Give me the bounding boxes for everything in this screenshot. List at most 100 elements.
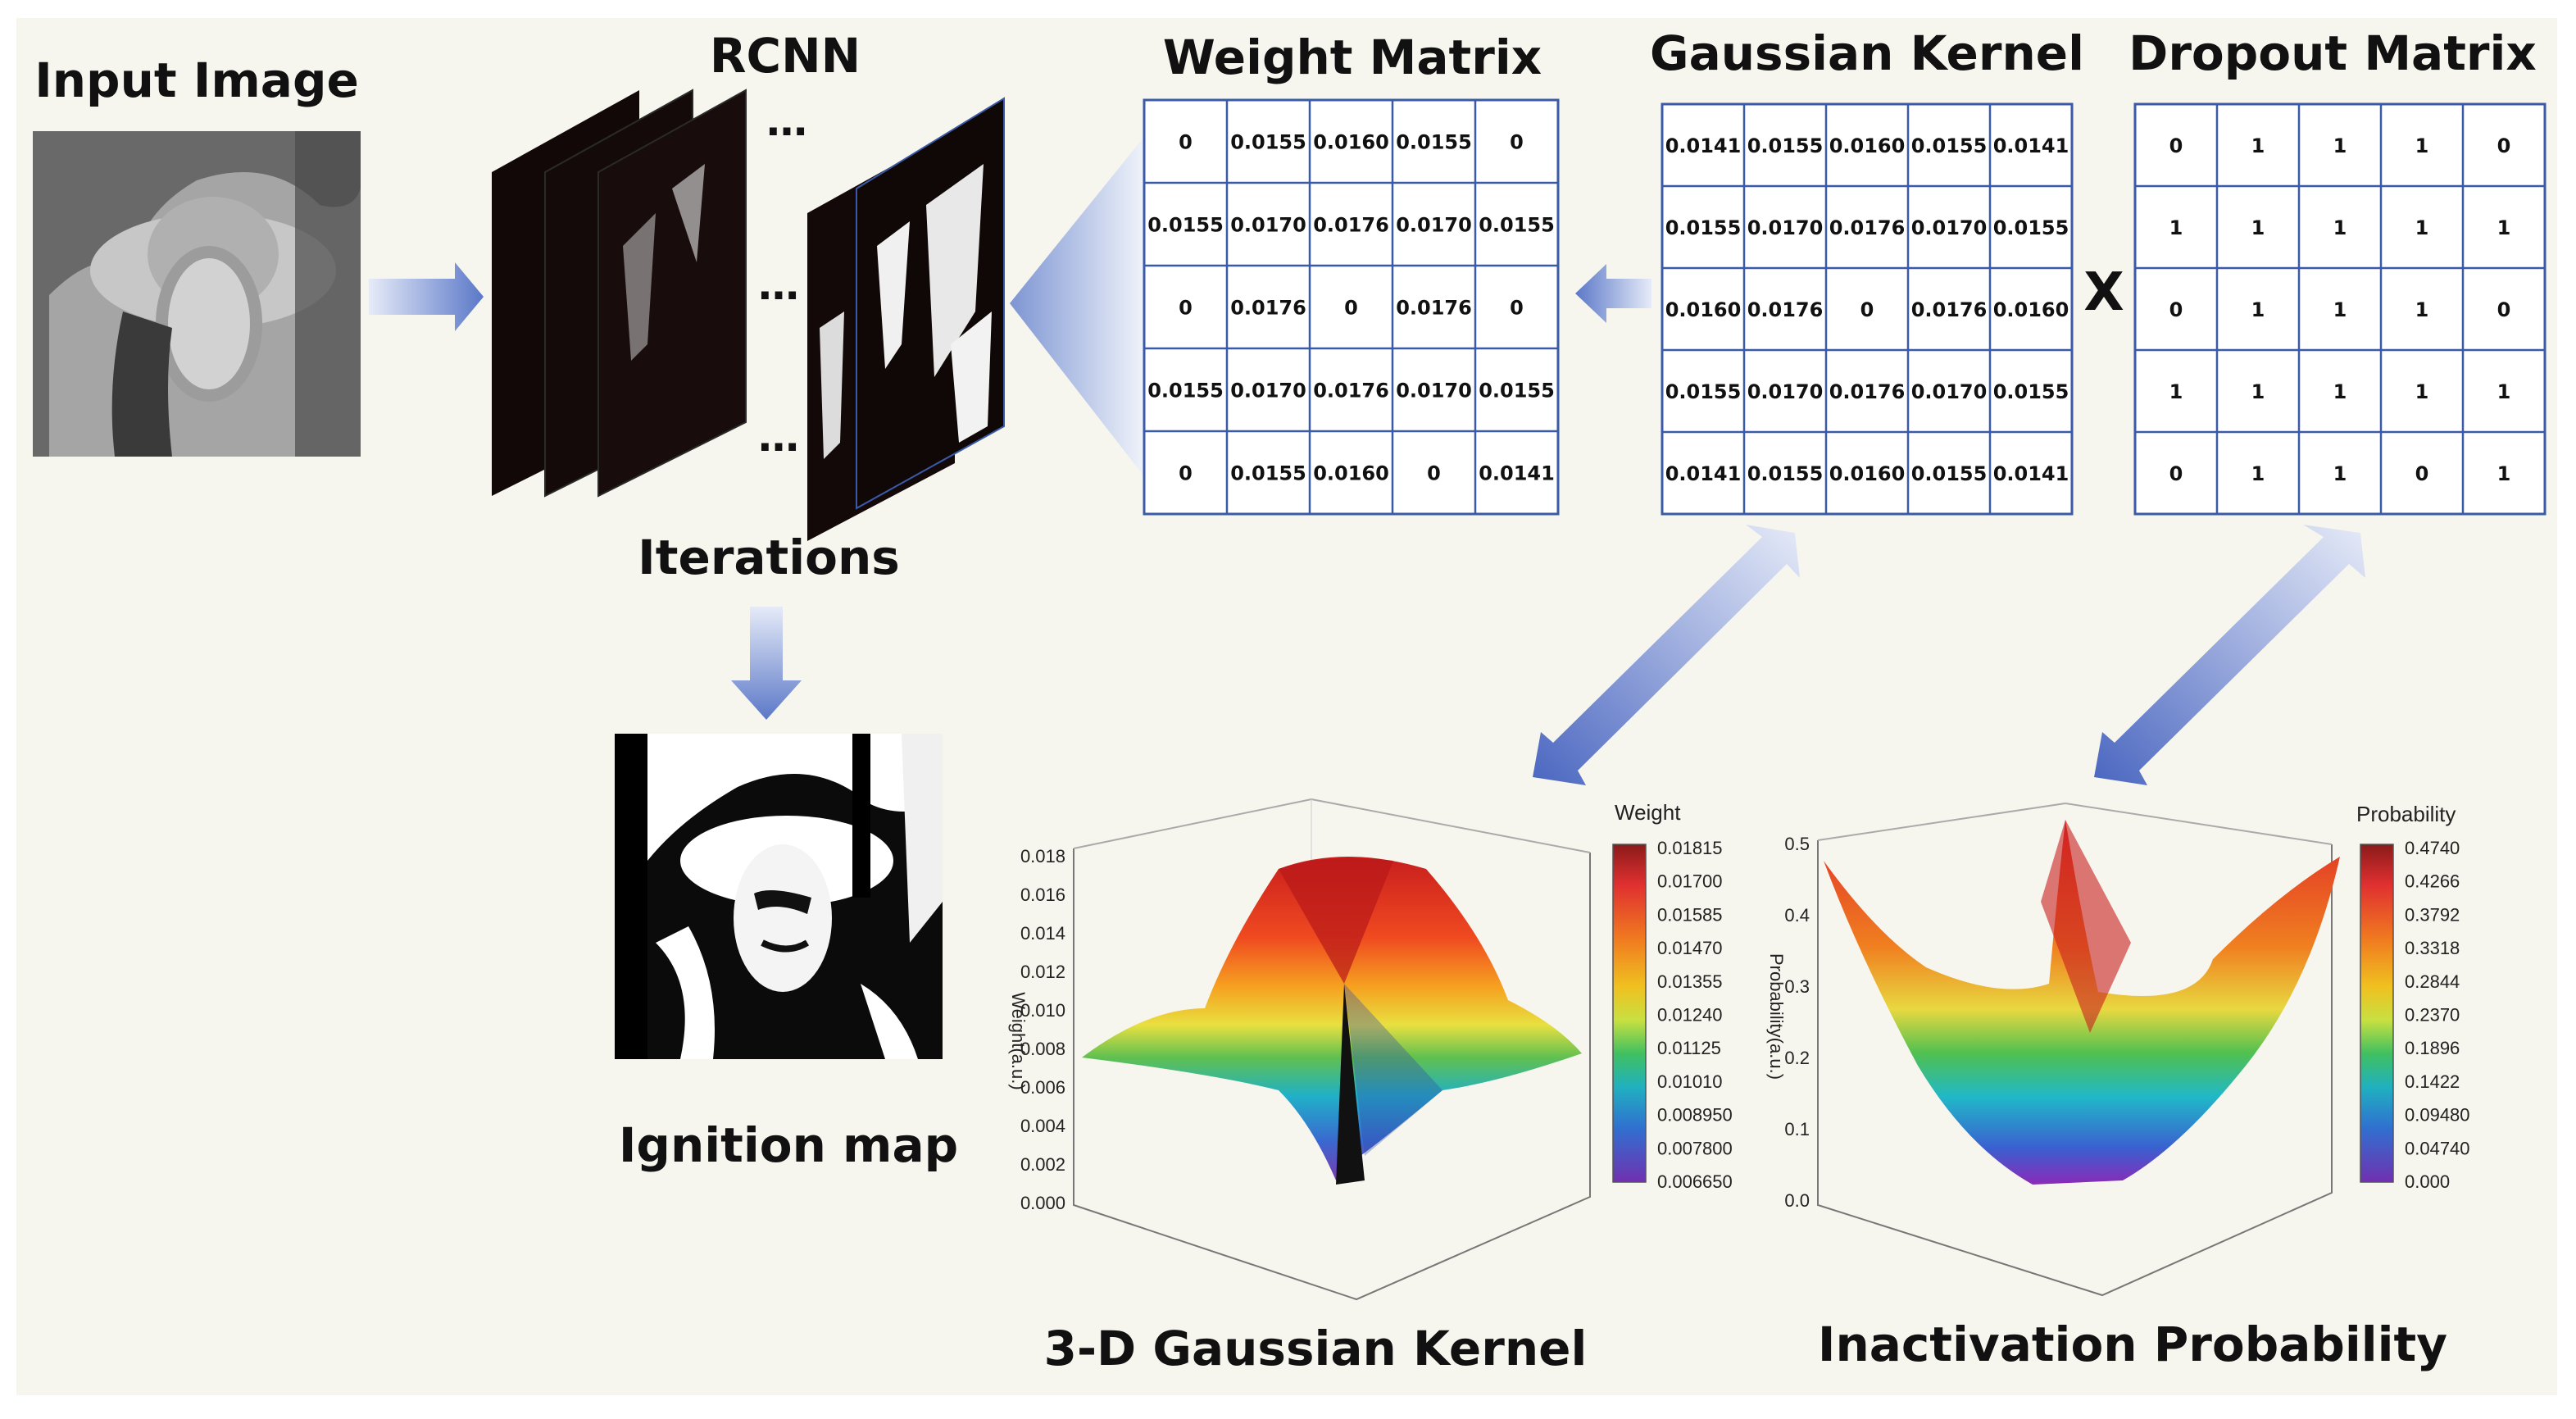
matrix-cell: 1 <box>2251 380 2265 403</box>
arrow-diagonal-icon-1 <box>1533 525 1800 785</box>
matrix-cell: 0.0176 <box>1911 298 1988 321</box>
tick-label: 0.3792 <box>2405 904 2460 925</box>
tick-label: 0.01585 <box>1657 904 1723 925</box>
tick-label: 0.3318 <box>2405 938 2460 958</box>
matrix-cell: 0 <box>1510 297 1524 320</box>
tick-label: 0.014 <box>1020 923 1065 944</box>
tick-label: 0.008950 <box>1657 1105 1733 1126</box>
matrix-cell: 1 <box>2251 462 2265 485</box>
dropout-matrix: 0 1 1 1 0 1 1 1 1 1 0 1 1 1 0 1 1 1 1 1 0 1 1 0 1 <box>2133 102 2546 516</box>
matrix-cell: 0.0170 <box>1747 380 1824 403</box>
matrix-cell: 1 <box>2497 216 2511 239</box>
matrix-cell: 0.0155 <box>1147 214 1224 237</box>
matrix-cell: 0.0160 <box>1665 298 1742 321</box>
matrix-cell: 0.0141 <box>1665 134 1742 157</box>
matrix-cell: 1 <box>2333 380 2347 403</box>
matrix-cell: 0.0170 <box>1747 216 1824 239</box>
matrix-cell: 0.0141 <box>1993 134 2069 157</box>
matrix-cell: 0.0176 <box>1829 380 1906 403</box>
colorbar-title: Weight <box>1615 800 1681 825</box>
matrix-cell: 0.0176 <box>1747 298 1824 321</box>
tick-label: 0.01470 <box>1657 938 1723 958</box>
matrix-cell: 0.0160 <box>1313 131 1389 154</box>
tick-label: 0.018 <box>1020 846 1065 866</box>
matrix-cell: 0 <box>1179 297 1193 320</box>
matrix-cell: 0 <box>1344 297 1358 320</box>
matrix-cell: 0.0170 <box>1911 380 1988 403</box>
tick-label: 0.012 <box>1020 962 1065 982</box>
matrix-cell: 0.0155 <box>1747 462 1824 485</box>
matrix-cell: 1 <box>2415 216 2429 239</box>
tick-label: 0.000 <box>2405 1171 2450 1192</box>
matrix-cell: 0 <box>2169 134 2183 157</box>
tick-label: 0.000 <box>1020 1193 1065 1213</box>
matrix-cell: 1 <box>2333 216 2347 239</box>
kernel-3d-title: 3-D Gaussian Kernel <box>1044 1321 1588 1376</box>
tick-label: 0.04740 <box>2405 1138 2470 1158</box>
colorbar <box>2360 844 2394 1183</box>
matrix-cell: 1 <box>2251 216 2265 239</box>
matrix-cell: 1 <box>2497 380 2511 403</box>
ellipsis-2: … <box>758 262 799 309</box>
matrix-cell: 0 <box>1179 131 1193 154</box>
inactivation-title: Inactivation Probability <box>1818 1317 2447 1372</box>
arrow-down-icon <box>731 607 802 720</box>
matrix-cell: 0.0170 <box>1396 214 1472 237</box>
z-axis-ticks: 0.018 0.016 0.014 0.012 0.010 0.008 0.006 0.004… <box>1020 846 1065 1213</box>
tick-label: 0.016 <box>1020 885 1065 905</box>
matrix-cell: 1 <box>2333 462 2347 485</box>
matrix-cell: 0.0141 <box>1665 462 1742 485</box>
matrix-cell: 0.0176 <box>1230 297 1306 320</box>
tick-label: 0.004 <box>1020 1116 1065 1136</box>
matrix-cell: 1 <box>2333 134 2347 157</box>
matrix-cell: 0.0155 <box>1479 380 1555 403</box>
matrix-cell: 0.0155 <box>1665 216 1742 239</box>
ignition-map-image <box>615 734 943 1059</box>
tick-label: 0.5 <box>1784 834 1810 854</box>
matrix-cell: 0 <box>1427 462 1441 485</box>
matrix-frame <box>1661 102 2074 516</box>
colorbar-ticks: 0.4740 0.4266 0.3792 0.3318 0.2844 0.2370 0.18… <box>2405 838 2470 1192</box>
axes-box <box>1817 840 2333 1297</box>
matrix-cell: 0.0176 <box>1313 380 1389 403</box>
iterations-label: Iterations <box>638 530 900 585</box>
matrix-cell: 0.0155 <box>1993 216 2069 239</box>
y-axis-label: Weight(a.u.) <box>1008 992 1029 1089</box>
tick-label: 0.2370 <box>2405 1005 2460 1026</box>
rcnn-feature-stack <box>492 89 1005 541</box>
matrix-cell: 0.0155 <box>1911 462 1988 485</box>
gaussian-surface-chart: 0.018 0.016 0.014 0.012 0.010 0.008 0.006 0.004… <box>1008 798 1733 1301</box>
matrix-cell: 0.0155 <box>1230 131 1306 154</box>
tick-label: 0.01125 <box>1657 1038 1721 1058</box>
matrix-cell: 0.0170 <box>1230 380 1306 403</box>
matrix-cell: 0.0155 <box>1993 380 2069 403</box>
tick-label: 0.007800 <box>1657 1138 1733 1158</box>
dropout-matrix-title: Dropout Matrix <box>2128 25 2537 81</box>
ignition-map-label: Ignition map <box>619 1117 958 1173</box>
tick-label: 0.01700 <box>1657 871 1723 892</box>
matrix-cell: 0.0155 <box>1747 134 1824 157</box>
tick-label: 0.09480 <box>2405 1105 2470 1126</box>
tick-label: 0.006650 <box>1657 1171 1733 1192</box>
matrix-cell: 0.0141 <box>1479 462 1555 485</box>
matrix-cell: 0.0155 <box>1230 462 1306 485</box>
tick-label: 0.006 <box>1020 1077 1065 1098</box>
matrix-cell: 1 <box>2415 134 2429 157</box>
matrix-cell: 0.0170 <box>1911 216 1988 239</box>
matrix-cell: 0 <box>2497 134 2511 157</box>
matrix-cell: 1 <box>2169 216 2183 239</box>
matrix-cell: 0 <box>1860 298 1874 321</box>
matrix-cell: 0 <box>2169 462 2183 485</box>
matrix-cell: 0.0155 <box>1396 131 1472 154</box>
matrix-cell: 1 <box>2497 462 2511 485</box>
projection-funnel <box>1010 138 1143 475</box>
matrix-cell: 0.0155 <box>1479 214 1555 237</box>
matrix-cell: 1 <box>2333 298 2347 321</box>
matrix-cell: 0 <box>2169 298 2183 321</box>
tick-label: 0.01815 <box>1657 838 1723 858</box>
colorbar <box>1612 844 1647 1183</box>
matrix-cell: 0.0160 <box>1993 298 2069 321</box>
matrix-cell: 0 <box>2415 462 2429 485</box>
matrix-cell: 0.0155 <box>1147 380 1224 403</box>
